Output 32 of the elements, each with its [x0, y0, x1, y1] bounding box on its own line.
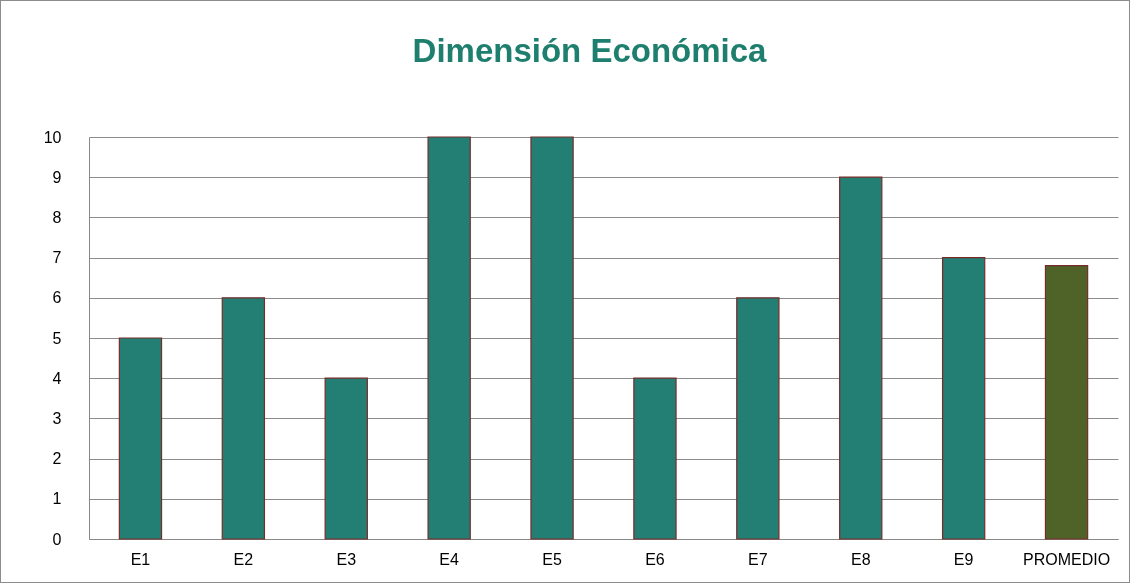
- x-tick-label: E5: [542, 550, 562, 568]
- bar: [941, 257, 986, 540]
- x-tick-label: E1: [130, 550, 151, 568]
- y-tick-label: 4: [52, 369, 62, 387]
- x-tick-label: E6: [645, 550, 665, 568]
- y-tick-label: 1: [52, 490, 62, 508]
- x-tick-label: PROMEDIO: [1022, 550, 1111, 568]
- y-tick-label: 5: [52, 329, 62, 347]
- y-tick-label: 2: [52, 450, 62, 468]
- bar: [1044, 265, 1089, 540]
- bar: [633, 377, 677, 540]
- chart-title: Dimensión Económica: [412, 32, 768, 69]
- x-tick-label: E9: [953, 550, 974, 568]
- bar: [118, 337, 163, 540]
- y-tick-label: 0: [52, 530, 62, 548]
- x-tick-label: E7: [748, 550, 768, 568]
- y-tick-label: 10: [43, 128, 62, 146]
- y-tick-label: 6: [52, 289, 62, 307]
- bar: [324, 377, 368, 540]
- x-tick-label: E3: [336, 550, 357, 568]
- y-tick-label: 7: [52, 249, 62, 267]
- y-tick-label: 8: [52, 208, 62, 226]
- bar: [530, 136, 574, 540]
- x-tick-label: E4: [439, 550, 460, 568]
- bar: [736, 297, 780, 540]
- bar: [221, 297, 266, 540]
- y-tick-label: 3: [52, 409, 62, 427]
- bar: [839, 176, 883, 540]
- x-tick-label: E8: [850, 550, 871, 568]
- x-tick-label: E2: [233, 550, 254, 568]
- bar: [427, 136, 471, 540]
- y-tick-label: 9: [52, 168, 62, 186]
